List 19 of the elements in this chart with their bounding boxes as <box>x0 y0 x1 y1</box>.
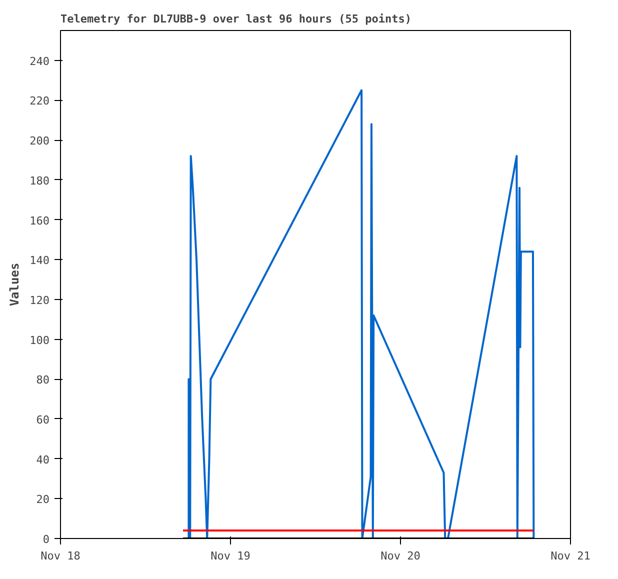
x-tick-label: Nov 19 <box>210 550 250 562</box>
x-tick-label: Nov 20 <box>380 550 420 562</box>
y-tick-label: 240 <box>30 54 50 68</box>
y-tick-label: 0 <box>42 533 50 546</box>
y-tick-label: 180 <box>30 174 50 188</box>
y-tick-label: 220 <box>30 94 50 108</box>
y-axis-title: Values <box>8 262 22 306</box>
y-tick-label: 20 <box>36 493 50 506</box>
x-tick-label: Nov 21 <box>550 550 590 562</box>
y-tick-label: 200 <box>30 134 50 148</box>
y-tick-label: 40 <box>36 453 50 466</box>
y-tick-label: 120 <box>30 294 50 307</box>
y-tick-label: 160 <box>30 214 50 228</box>
x-tick-label: Nov 18 <box>40 550 80 562</box>
chart-title: Telemetry for DL7UBB-9 over last 96 hours (55 points) <box>60 12 412 26</box>
y-tick-label: 140 <box>30 254 50 268</box>
y-tick-label: 100 <box>30 334 50 347</box>
y-tick-label: 60 <box>36 413 50 426</box>
y-tick-label: 80 <box>36 374 50 387</box>
